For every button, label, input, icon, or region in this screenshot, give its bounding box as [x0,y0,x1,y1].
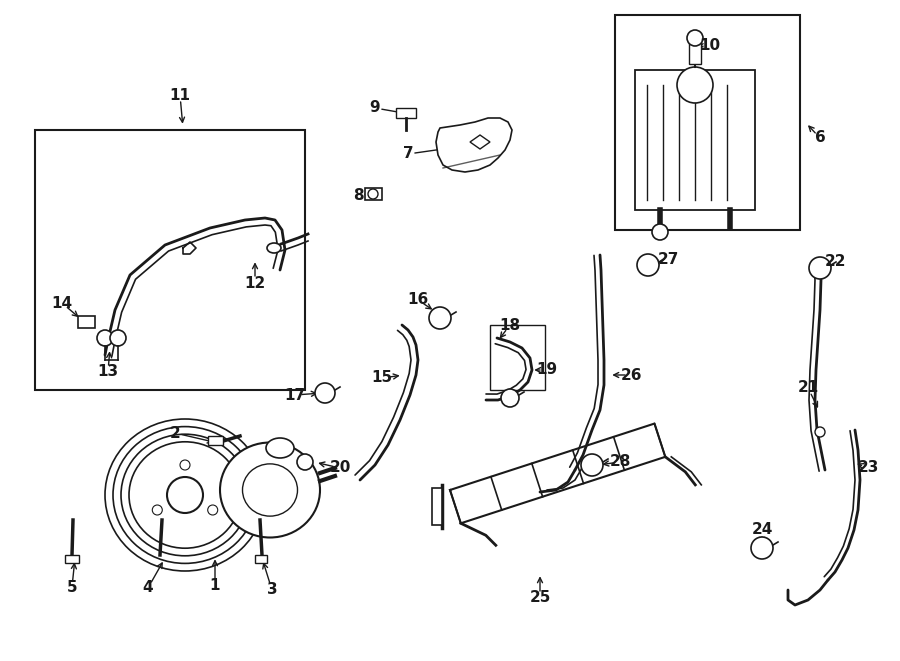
Text: 14: 14 [51,295,73,311]
Circle shape [110,330,126,346]
Text: 1: 1 [210,578,220,592]
Text: 19: 19 [536,362,558,377]
Circle shape [368,189,378,199]
Ellipse shape [266,438,294,458]
Bar [635,70,755,210]
Bar [208,436,223,445]
Circle shape [208,505,218,515]
Circle shape [637,254,659,276]
Bar [35,130,305,390]
Circle shape [687,30,703,46]
Circle shape [180,460,190,470]
Text: 21: 21 [797,381,819,395]
Circle shape [167,477,203,513]
Ellipse shape [113,426,257,563]
Circle shape [751,537,773,559]
Polygon shape [365,188,382,200]
Bar [396,108,416,118]
Circle shape [501,389,519,407]
Text: 22: 22 [825,254,847,270]
Bar [255,555,267,563]
Ellipse shape [129,442,241,548]
Circle shape [429,307,451,329]
Ellipse shape [242,464,298,516]
Text: 6: 6 [814,130,825,145]
Bar [615,15,800,230]
Text: 5: 5 [67,580,77,594]
Polygon shape [470,135,490,149]
Bar [65,555,79,563]
Text: 25: 25 [529,590,551,605]
Polygon shape [436,118,512,172]
Ellipse shape [105,419,265,571]
Text: 9: 9 [370,100,381,116]
Text: 18: 18 [500,317,520,332]
Text: 26: 26 [621,368,643,383]
Circle shape [297,454,313,470]
Text: 4: 4 [143,580,153,596]
Text: 10: 10 [699,38,721,52]
Text: 8: 8 [353,188,364,202]
Circle shape [677,67,713,103]
Text: 28: 28 [609,455,631,469]
Text: 11: 11 [169,87,191,102]
Circle shape [809,257,831,279]
Text: 12: 12 [245,276,266,290]
Text: 23: 23 [858,461,878,475]
Ellipse shape [267,243,281,253]
Polygon shape [78,316,95,328]
Ellipse shape [220,442,320,537]
Text: 15: 15 [372,371,392,385]
Text: 3: 3 [266,582,277,598]
Text: 17: 17 [284,387,306,403]
Text: 24: 24 [752,522,773,537]
Bar [689,42,701,64]
Circle shape [315,383,335,403]
Circle shape [152,505,162,515]
Circle shape [652,224,668,240]
Ellipse shape [121,434,249,556]
Text: 20: 20 [329,461,351,475]
Text: 27: 27 [657,253,679,268]
Bar [432,488,442,525]
Text: 16: 16 [408,293,428,307]
Circle shape [581,454,603,476]
Text: 2: 2 [169,426,180,440]
Circle shape [815,427,825,437]
Text: 13: 13 [97,364,119,379]
Text: 7: 7 [402,147,413,161]
Bar [490,325,545,390]
Circle shape [97,330,113,346]
